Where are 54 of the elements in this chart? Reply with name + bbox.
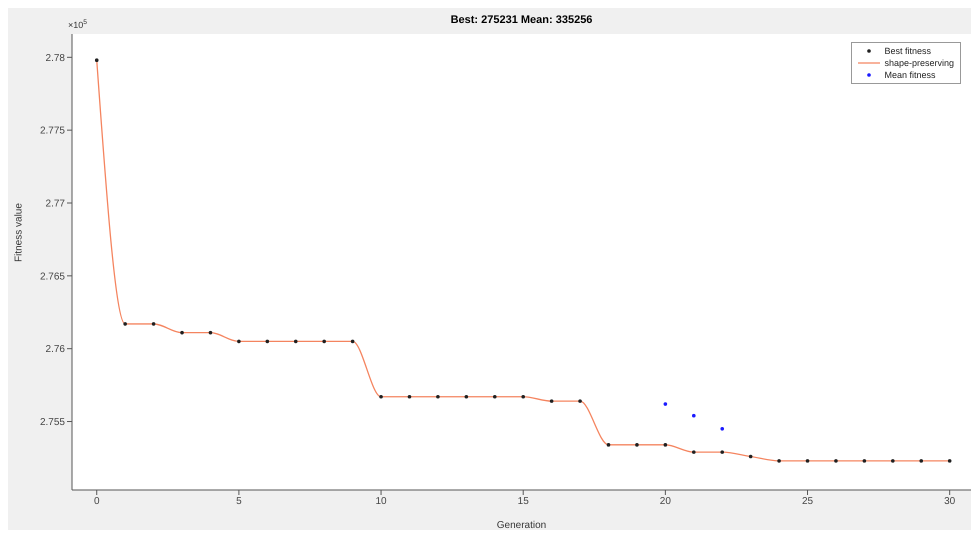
y-tick-label: 2.765: [40, 271, 66, 282]
point: [123, 322, 127, 326]
point: [294, 340, 298, 344]
x-tick-label: 20: [660, 496, 672, 508]
legend-label: shape-preserving: [884, 57, 954, 69]
text: ×10$^{5}$: [68, 19, 88, 30]
y-tick-label: 2.77: [46, 198, 66, 210]
point: [521, 394, 526, 399]
point: [152, 322, 156, 326]
point: [748, 454, 752, 458]
point: [208, 330, 212, 334]
point: [834, 459, 838, 463]
point: [606, 443, 610, 447]
point: [464, 394, 468, 399]
point: [720, 427, 724, 431]
legend-label: Mean fitness: [884, 69, 936, 81]
x-tick-label: 5: [236, 496, 242, 508]
point: [94, 58, 99, 62]
point: [436, 394, 440, 399]
point: [948, 459, 952, 463]
point: [266, 340, 270, 344]
point: [891, 459, 895, 463]
point: [322, 340, 326, 344]
point: [350, 340, 354, 344]
point: [664, 402, 668, 406]
y-tick-label: 2.76: [46, 344, 66, 356]
point: [692, 450, 696, 454]
point: [862, 459, 866, 463]
point: [578, 399, 582, 403]
x-tick-label: 15: [518, 496, 530, 508]
y-tick-label: 2.775: [40, 126, 66, 137]
point: [408, 394, 412, 399]
point: [237, 340, 241, 344]
point: [635, 443, 639, 447]
x-tick-label: 25: [802, 496, 814, 508]
y-tick-label: 2.755: [40, 417, 66, 428]
point: [806, 459, 810, 463]
point: [777, 459, 781, 463]
chart-title: Best: 275231 Mean: 335256: [450, 14, 592, 26]
point: [550, 399, 554, 403]
x-axis-title: Generation: [496, 520, 546, 531]
point: [492, 394, 497, 399]
point: [692, 414, 696, 418]
point: [180, 330, 184, 334]
point: [664, 443, 668, 447]
legend-label: Best fitness: [884, 45, 931, 57]
point: [919, 459, 924, 463]
x-tick-label: 0: [94, 496, 100, 508]
y-axis-title: Fitness value: [14, 202, 25, 262]
point: [379, 394, 383, 399]
x-tick-label: 30: [944, 496, 956, 508]
point: [720, 450, 724, 454]
x-tick-label: 10: [375, 496, 388, 508]
y-tick-label: 2.78: [46, 52, 66, 64]
